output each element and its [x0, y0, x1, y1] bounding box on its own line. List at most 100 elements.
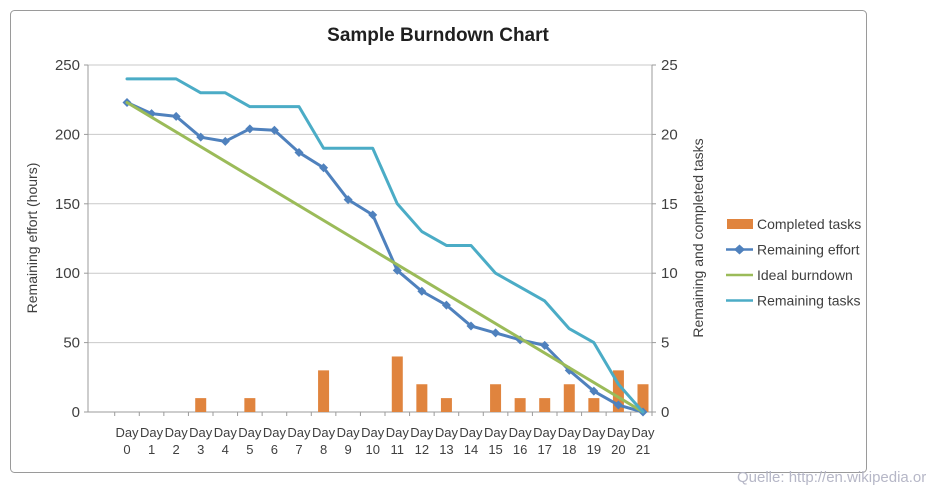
left-axis-tick-label: 200 [55, 126, 80, 143]
x-label-number: 18 [562, 442, 576, 457]
x-label-prefix: Day [459, 425, 483, 440]
x-label-prefix: Day [558, 425, 582, 440]
remaining-effort-marker-day-14 [466, 321, 476, 331]
x-label-prefix: Day [287, 425, 311, 440]
bar-day-21 [637, 384, 649, 412]
legend-swatch-completed-tasks [727, 219, 753, 229]
remaining-effort-marker-day-17 [540, 340, 550, 350]
legend-marker-remaining-effort-diamond [734, 244, 745, 255]
right-axis-tick-label: 25 [661, 57, 678, 74]
legend-label-ideal-burndown: Ideal burndown [757, 267, 853, 283]
remaining-effort-marker-day-19 [589, 386, 599, 396]
remaining-tasks-line [125, 77, 645, 414]
x-label-prefix: Day [607, 425, 631, 440]
x-label-number: 8 [320, 442, 327, 457]
axes: 0 50 100 150 200 250 0 5 10 15 20 25 [55, 57, 678, 421]
x-label-number: 4 [222, 442, 229, 457]
bar-day-12 [416, 384, 428, 412]
remaining-effort-marker-day-13 [441, 300, 451, 310]
remaining-effort-marker-day-4 [220, 136, 230, 146]
remaining-effort-line [125, 100, 645, 414]
chart-title: Sample Burndown Chart [327, 25, 549, 46]
bar-day-15 [490, 384, 502, 412]
remaining-effort-marker-day-5 [245, 124, 255, 134]
x-label-number: 5 [246, 442, 253, 457]
x-label-number: 2 [173, 442, 180, 457]
x-label-prefix: Day [312, 425, 336, 440]
x-label-number: 10 [365, 442, 379, 457]
x-label-prefix: Day [435, 425, 459, 440]
left-axis-tick-label: 0 [72, 404, 80, 421]
bar-day-3 [195, 398, 207, 412]
remaining-effort-marker-day-9 [343, 195, 353, 205]
x-axis-labels: Day 0 Day 1 Day 2 Day 3 Day 4 Day 5 Day 6 Day 7 Day 8 Day 9… [115, 425, 655, 457]
x-label-number: 14 [464, 442, 478, 457]
plot-area: 0 50 100 150 200 250 0 5 10 15 20 25 Day 0 Day 1 Day 2 Day… [55, 57, 678, 457]
remaining-effort-marker-day-3 [196, 132, 206, 142]
x-label-prefix: Day [582, 425, 606, 440]
x-label-prefix: Day [115, 425, 139, 440]
remaining-effort-marker-day-8 [319, 163, 329, 173]
right-axis-tick-label: 10 [661, 265, 678, 282]
bar-day-16 [514, 398, 526, 412]
x-label-number: 1 [148, 442, 155, 457]
left-axis-title: Remaining effort (hours) [24, 163, 40, 314]
x-label-number: 0 [123, 442, 130, 457]
x-label-prefix: Day [410, 425, 434, 440]
x-label-number: 13 [439, 442, 453, 457]
x-label-prefix: Day [484, 425, 508, 440]
x-label-prefix: Day [509, 425, 533, 440]
x-label-prefix: Day [189, 425, 213, 440]
remaining-effort-marker-day-7 [294, 147, 304, 157]
bar-day-19 [588, 398, 600, 412]
remaining-effort-marker-day-10 [368, 210, 378, 220]
remaining-effort-marker-day-12 [417, 286, 427, 296]
left-axis-tick-label: 150 [55, 196, 80, 213]
remaining-effort-marker-day-15 [491, 328, 501, 338]
bar-day-8 [318, 370, 330, 412]
x-label-prefix: Day [263, 425, 287, 440]
remaining-effort-marker-day-20 [613, 400, 623, 410]
legend-label-remaining-tasks: Remaining tasks [757, 293, 861, 309]
remaining-effort-marker-day-2 [171, 111, 181, 121]
right-axis-tick-label: 0 [661, 404, 669, 421]
legend-label-remaining-effort: Remaining effort [757, 242, 860, 258]
bar-day-20 [612, 370, 624, 412]
remaining-effort-markers [122, 97, 648, 417]
right-axis-tick-label: 5 [661, 335, 669, 352]
bar-day-18 [563, 384, 575, 412]
x-label-prefix: Day [386, 425, 410, 440]
right-axis-tick-label: 15 [661, 196, 678, 213]
bar-day-11 [391, 356, 403, 412]
x-label-prefix: Day [214, 425, 238, 440]
legend: Completed tasks Remaining effort Ideal b… [726, 216, 861, 309]
x-label-number: 16 [513, 442, 527, 457]
ideal-burndown-line [125, 100, 645, 414]
x-label-number: 17 [537, 442, 551, 457]
x-label-number: 15 [488, 442, 502, 457]
bar-day-5 [244, 398, 256, 412]
x-label-prefix: Day [533, 425, 557, 440]
completed-tasks-bars [195, 356, 649, 412]
legend-label-completed-tasks: Completed tasks [757, 216, 861, 232]
left-axis-tick-label: 250 [55, 57, 80, 74]
x-label-number: 21 [636, 442, 650, 457]
x-label-number: 6 [271, 442, 278, 457]
x-label-number: 20 [611, 442, 625, 457]
x-label-prefix: Day [361, 425, 385, 440]
x-label-prefix: Day [337, 425, 361, 440]
x-label-number: 7 [295, 442, 302, 457]
remaining-effort-marker-day-6 [269, 125, 279, 135]
x-label-number: 9 [345, 442, 352, 457]
right-axis-title: Remaining and completed tasks [690, 138, 706, 337]
x-label-number: 11 [391, 442, 405, 457]
bar-day-13 [440, 398, 452, 412]
left-axis-tick-label: 100 [55, 265, 80, 282]
x-label-prefix: Day [165, 425, 189, 440]
left-axis-tick-label: 50 [63, 335, 80, 352]
right-axis-tick-label: 20 [661, 126, 678, 143]
source-caption: Quelle: http://en.wikipedia.org [737, 469, 926, 486]
x-label-prefix: Day [140, 425, 164, 440]
